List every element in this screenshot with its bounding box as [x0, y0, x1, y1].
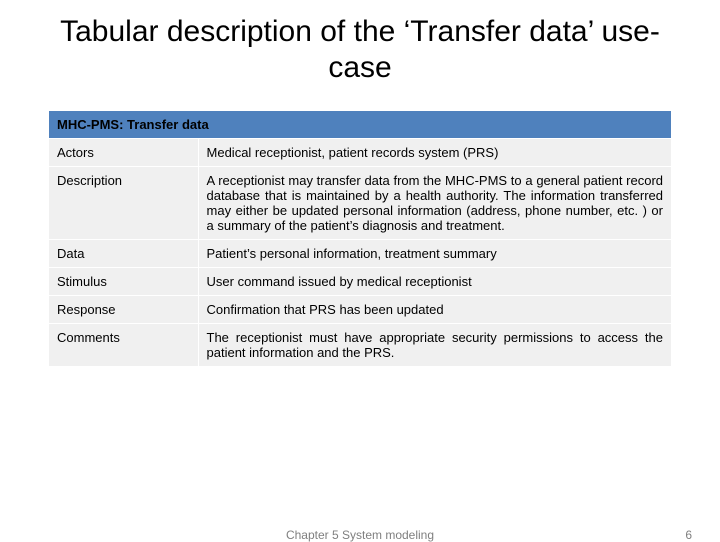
table-row: Description A receptionist may transfer …	[49, 167, 672, 240]
row-value-comments: The receptionist must have appropriate s…	[198, 324, 671, 367]
table-header-row: MHC-PMS: Transfer data	[49, 111, 672, 139]
usecase-table-container: MHC-PMS: Transfer data Actors Medical re…	[0, 110, 720, 367]
row-value-actors: Medical receptionist, patient records sy…	[198, 139, 671, 167]
table-row: Actors Medical receptionist, patient rec…	[49, 139, 672, 167]
slide-title: Tabular description of the ‘Transfer dat…	[0, 0, 720, 96]
table-header: MHC-PMS: Transfer data	[49, 111, 672, 139]
row-label-description: Description	[49, 167, 199, 240]
row-value-description: A receptionist may transfer data from th…	[198, 167, 671, 240]
table-row: Data Patient’s personal information, tre…	[49, 240, 672, 268]
row-value-response: Confirmation that PRS has been updated	[198, 296, 671, 324]
row-label-data: Data	[49, 240, 199, 268]
row-value-stimulus: User command issued by medical reception…	[198, 268, 671, 296]
table-row: Response Confirmation that PRS has been …	[49, 296, 672, 324]
row-value-data: Patient’s personal information, treatmen…	[198, 240, 671, 268]
row-label-stimulus: Stimulus	[49, 268, 199, 296]
table-row: Comments The receptionist must have appr…	[49, 324, 672, 367]
row-label-comments: Comments	[49, 324, 199, 367]
table-row: Stimulus User command issued by medical …	[49, 268, 672, 296]
usecase-table: MHC-PMS: Transfer data Actors Medical re…	[48, 110, 672, 367]
row-label-response: Response	[49, 296, 199, 324]
row-label-actors: Actors	[49, 139, 199, 167]
